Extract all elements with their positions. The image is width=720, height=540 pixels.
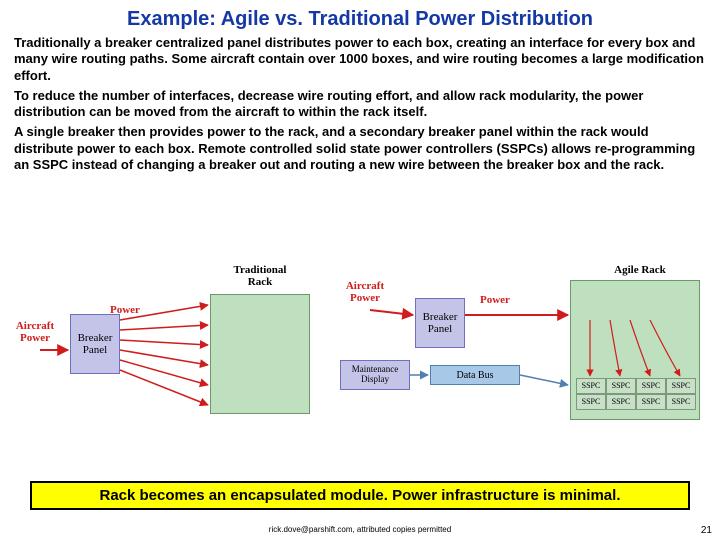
right-breaker-panel: BreakerPanel bbox=[415, 298, 465, 348]
sspc-4: SSPC bbox=[666, 378, 696, 394]
body-text: Traditionally a breaker centralized pane… bbox=[0, 35, 720, 173]
paragraph-3: A single breaker then provides power to … bbox=[14, 124, 706, 173]
agile-rack-label: Agile Rack bbox=[605, 264, 675, 276]
trad-rack-label: TraditionalRack bbox=[220, 264, 300, 288]
slide-title: Example: Agile vs. Traditional Power Dis… bbox=[0, 0, 720, 35]
footer-callout: Rack becomes an encapsulated module. Pow… bbox=[30, 481, 690, 510]
sspc-7: SSPC bbox=[636, 394, 666, 410]
maintenance-display: MaintenanceDisplay bbox=[340, 360, 410, 390]
right-aircraft-power-label: AircraftPower bbox=[340, 280, 390, 304]
left-breaker-panel: BreakerPanel bbox=[70, 314, 120, 374]
sspc-5: SSPC bbox=[576, 394, 606, 410]
sspc-3: SSPC bbox=[636, 378, 666, 394]
diagram: AircraftPower Power BreakerPanel Traditi… bbox=[10, 260, 710, 440]
sspc-8: SSPC bbox=[666, 394, 696, 410]
sspc-6: SSPC bbox=[606, 394, 636, 410]
trad-rack-box bbox=[210, 294, 310, 414]
page-number: 21 bbox=[701, 525, 712, 536]
attribution: rick.dove@parshift.com, attributed copie… bbox=[0, 525, 720, 534]
left-aircraft-power-label: AircraftPower bbox=[10, 320, 60, 344]
right-power-label: Power bbox=[480, 294, 510, 306]
paragraph-2: To reduce the number of interfaces, decr… bbox=[14, 88, 706, 121]
data-bus: Data Bus bbox=[430, 365, 520, 385]
sspc-2: SSPC bbox=[606, 378, 636, 394]
paragraph-1: Traditionally a breaker centralized pane… bbox=[14, 35, 706, 84]
sspc-1: SSPC bbox=[576, 378, 606, 394]
